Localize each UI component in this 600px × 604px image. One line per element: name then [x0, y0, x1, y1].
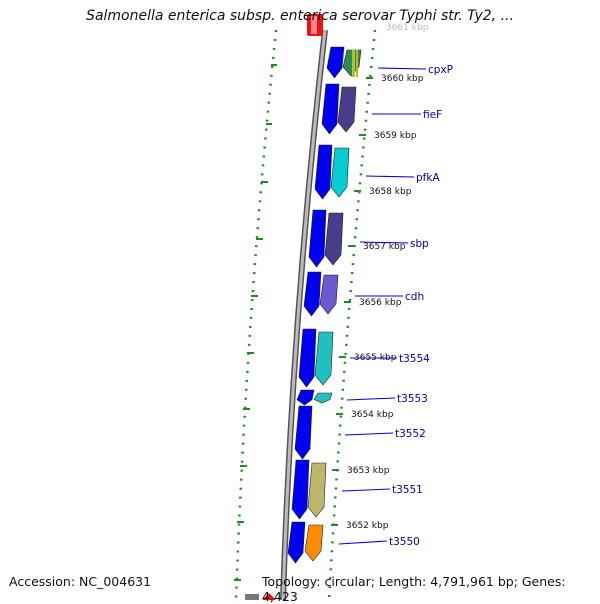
gene-arrow-blue[interactable] — [314, 144, 333, 200]
backbone — [281, 29, 327, 600]
faded-kbp-label: 3661 kbp — [386, 23, 429, 33]
backbone-outline — [280, 29, 328, 600]
gene-arrow-t3550[interactable] — [304, 524, 324, 562]
kbp-label: 3652 kbp — [346, 521, 389, 531]
gene-label-t3550[interactable]: t3550 — [389, 536, 420, 548]
kbp-label: 3653 kbp — [347, 466, 390, 476]
gene-label-cdh[interactable]: cdh — [405, 291, 424, 303]
outer-ring — [234, 29, 278, 600]
gene-stripe — [356, 50, 358, 77]
gene-arrow-t3551[interactable] — [307, 462, 327, 518]
gene-arrow-blue[interactable] — [303, 271, 322, 317]
gene-arrow-blue[interactable] — [294, 405, 313, 460]
bottom-marker — [262, 593, 276, 600]
accession-text: Accession: NC_004631 — [9, 574, 152, 589]
gene-label-cpxP[interactable]: cpxP — [428, 64, 453, 76]
gene-arrow-fieF[interactable] — [337, 86, 357, 133]
leader-line — [365, 175, 415, 178]
gene-arrow-cdh[interactable] — [319, 274, 339, 315]
gene-label-fieF[interactable]: fieF — [423, 109, 442, 121]
gene-arrow-blue[interactable] — [308, 209, 327, 268]
kbp-label: 3659 kbp — [374, 131, 417, 141]
kbp-label: 3658 kbp — [369, 187, 412, 197]
gene-stripe — [352, 50, 355, 77]
gene-label-t3553[interactable]: t3553 — [397, 393, 428, 405]
leader-line — [377, 67, 427, 70]
kbp-label: 3654 kbp — [351, 410, 394, 420]
gene-label-t3551[interactable]: t3551 — [392, 484, 423, 496]
gene-label-t3552[interactable]: t3552 — [395, 428, 426, 440]
gene-arrow-t3553[interactable] — [313, 392, 333, 404]
inner-ring — [327, 29, 377, 600]
gene-label-pfkA[interactable]: pfkA — [416, 172, 440, 184]
kbp-label: 3660 kbp — [381, 74, 424, 84]
gene-arrow-blue[interactable] — [296, 389, 315, 406]
kbp-label: 3657 kbp — [363, 242, 406, 252]
gene-label-t3554[interactable]: t3554 — [399, 353, 430, 365]
gene-arrow-blue[interactable] — [298, 328, 317, 388]
gene-arrow-blue[interactable] — [326, 46, 345, 79]
gene-arrow-sbp[interactable] — [324, 212, 344, 266]
leader-line — [341, 488, 391, 492]
gene-arrow-blue[interactable] — [321, 83, 340, 135]
gene-arrow-t3554[interactable] — [314, 331, 334, 386]
page-title: Salmonella enterica subsp. enterica sero… — [86, 8, 514, 24]
leader-line — [344, 432, 394, 436]
leader-line — [359, 241, 409, 244]
gene-label-sbp[interactable]: sbp — [410, 238, 429, 250]
leader-line — [346, 397, 396, 401]
kbp-label: 3656 kbp — [359, 298, 402, 308]
outer-ticks — [234, 64, 277, 581]
gene-arrow-pfkA[interactable] — [330, 147, 350, 198]
gene-arrow-blue[interactable] — [291, 459, 310, 520]
leader-line — [338, 540, 388, 545]
gene-arrow-blue[interactable] — [287, 521, 306, 564]
